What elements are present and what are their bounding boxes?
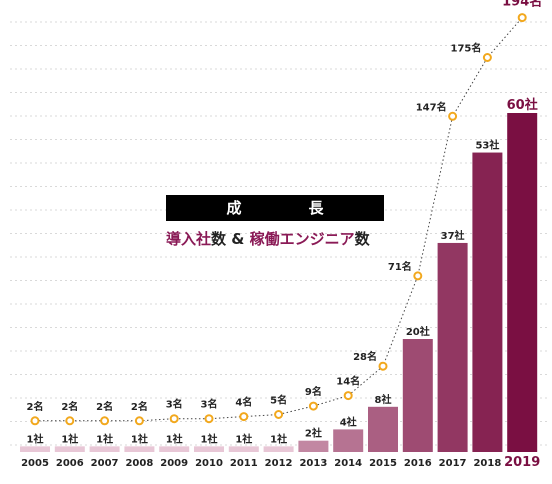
bar [89,446,120,452]
bar-value-label: 37社 [441,229,465,242]
x-tick-label: 2008 [125,458,153,469]
bar-value-label: 1社 [270,432,287,445]
bar [402,339,433,452]
line-point [482,53,492,62]
x-tick-label: 2009 [160,458,188,469]
line-point [65,416,75,426]
chart-subtitle: 導入社数 & 稼働エンジニア数 [166,228,396,249]
x-tick-label: 2007 [91,458,119,469]
bar [263,446,294,452]
bar [20,446,50,452]
chart-title: 成 長 率 [166,195,384,243]
subtitle-part-count2: 数 [354,230,370,248]
bar [159,446,190,452]
line-value-label: 3名 [166,398,183,411]
line-value-label: 71名 [388,260,412,273]
line-path [35,17,523,422]
x-tick-label: 2011 [230,458,258,469]
line-value-label: 3名 [201,398,218,411]
x-tick-label: 2005 [21,458,49,469]
line-value-label: 14名 [336,375,360,388]
bar-value-label: 20社 [406,325,430,338]
line-value-label: 194名 [502,0,542,10]
bar-series [20,113,538,453]
line-value-label: 2名 [96,400,113,413]
bar-value-label: 1社 [96,432,113,445]
subtitle-part-companies: 導入社 [166,230,212,248]
x-tick-label: 2019 [504,455,540,470]
bar [228,446,259,452]
line-value-label: 2名 [131,400,148,413]
line-point [204,414,214,424]
bar [194,446,224,452]
x-tick-label: 2018 [473,458,501,469]
bar-value-label: 1社 [61,432,78,445]
line-point [30,416,40,426]
subtitle-part-engineers: 稼働エンジニア [249,230,355,248]
bar-value-label: 4社 [340,415,357,428]
x-tick-label: 2013 [299,458,327,469]
bar [472,152,503,453]
line-value-label: 4名 [235,396,252,409]
bar-value-label: 60社 [507,97,538,113]
bar [54,446,85,452]
line-point [413,271,423,281]
bar-value-label: 53社 [475,139,499,152]
bar-value-label: 8社 [375,393,392,406]
line-value-label: 9名 [305,385,322,398]
line-point [448,111,458,121]
line-point [274,410,284,419]
line-point [308,401,318,411]
bar-labels: 1社 1社 1社 1社 1社 1社 1社 1社 2社 4社 8社 20社 37社 53社 60社 [27,97,538,445]
x-tick-label: 2017 [439,458,467,469]
line-series [30,13,527,426]
line-value-label: 28名 [353,350,377,363]
line-point [134,416,144,426]
line-point [239,412,249,422]
line-value-label: 175名 [451,42,482,55]
bar [298,440,329,452]
bar [124,446,155,452]
line-value-label: 5名 [270,394,287,407]
bar [368,406,398,452]
bar-value-label: 1社 [27,432,44,445]
x-tick-labels: 2005 2006 2007 2008 2009 2010 2011 2012 2013 2014… [21,455,540,470]
bar-value-label: 2社 [305,427,322,440]
bar [437,242,468,452]
bar-value-label: 1社 [166,432,183,445]
line-labels: 2名 2名 2名 2名 3名 3名 4名 5名 9名 14名 28名 71名 147名 175名 194名 [27,0,543,413]
x-tick-label: 2015 [369,458,397,469]
bar-value-label: 1社 [201,432,218,445]
bar [333,429,364,452]
line-point [169,414,179,424]
line-point [100,416,110,426]
x-tick-label: 2010 [195,458,223,469]
line-value-label: 2名 [27,400,44,413]
bar-value-label: 1社 [235,432,252,445]
line-value-label: 147名 [416,100,447,113]
subtitle-part-count1: 数 [211,230,227,248]
bar [507,113,538,452]
line-point [517,13,527,23]
line-point [343,391,353,401]
line-point [378,361,388,371]
x-tick-label: 2012 [265,458,293,469]
line-value-label: 2名 [61,400,78,413]
x-tick-label: 2014 [334,458,362,469]
x-tick-label: 2016 [404,458,432,469]
x-tick-label: 2006 [56,458,84,469]
bar-value-label: 1社 [131,432,148,445]
subtitle-part-amp: & [226,230,250,248]
